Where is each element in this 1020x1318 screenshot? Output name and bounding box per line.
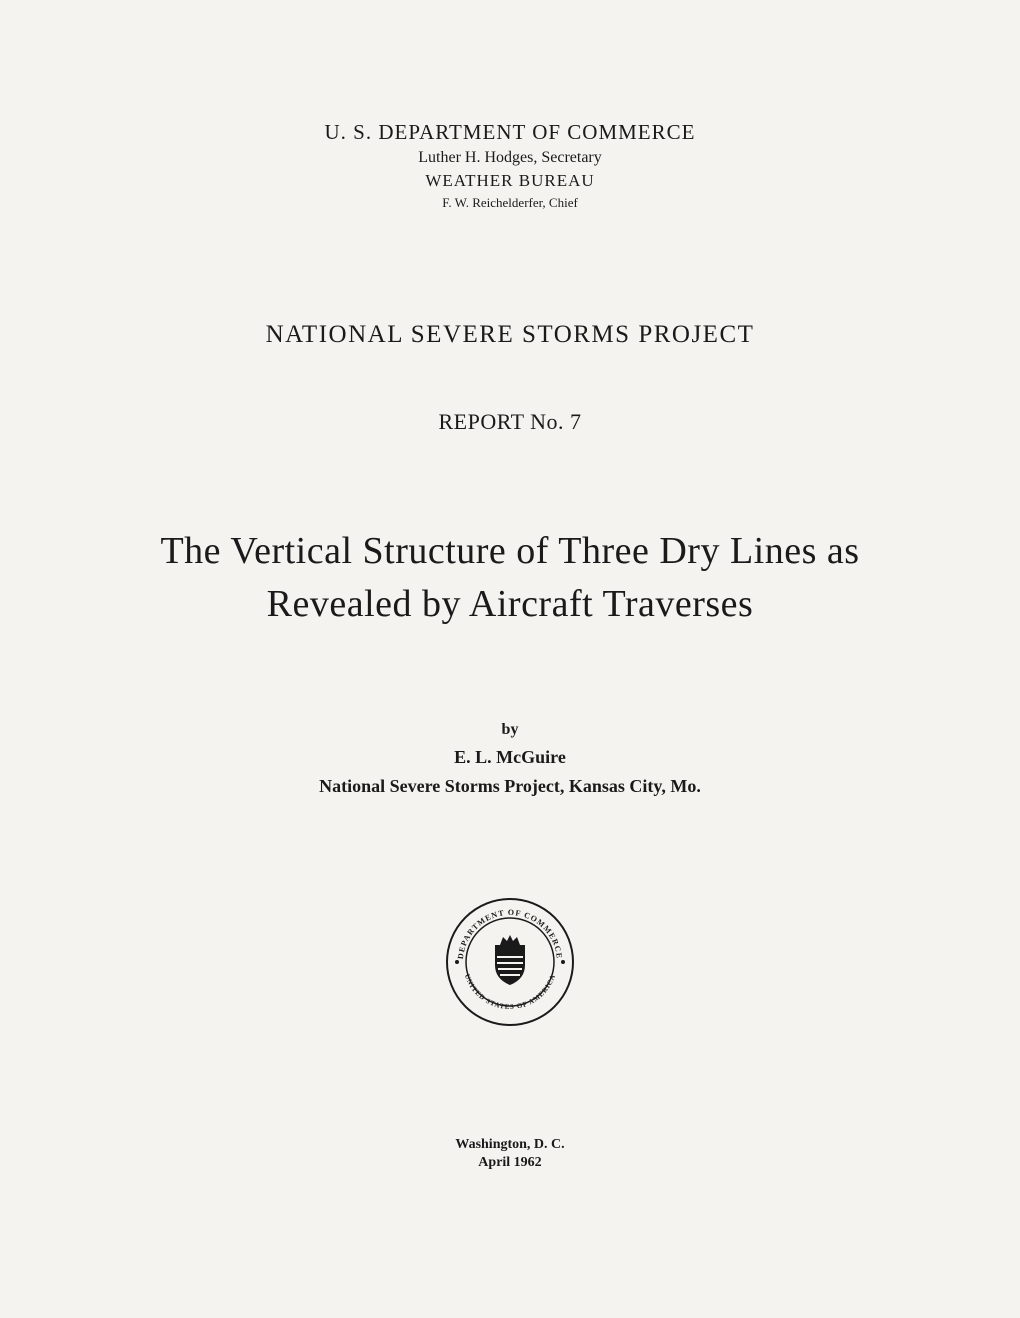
secretary-line: Luther H. Hodges, Secretary — [100, 149, 920, 167]
footer-block: Washington, D. C. April 1962 — [100, 1137, 920, 1171]
author-block: by E. L. McGuire National Severe Storms … — [100, 721, 920, 797]
seal-center-emblem — [495, 935, 525, 985]
by-label: by — [100, 721, 920, 739]
publication-location: Washington, D. C. — [100, 1137, 920, 1153]
chief-line: F. W. Reichelderfer, Chief — [100, 195, 920, 211]
publication-date: April 1962 — [100, 1155, 920, 1171]
bureau-line: WEATHER BUREAU — [100, 171, 920, 191]
main-title: The Vertical Structure of Three Dry Line… — [100, 525, 920, 631]
author-name: E. L. McGuire — [100, 747, 920, 768]
department-line: U. S. DEPARTMENT OF COMMERCE — [100, 120, 920, 145]
seal-container: DEPARTMENT OF COMMERCE UNITED STATES OF … — [100, 897, 920, 1027]
report-number: REPORT No. 7 — [100, 409, 920, 435]
project-title: NATIONAL SEVERE STORMS PROJECT — [100, 321, 920, 349]
header-block: U. S. DEPARTMENT OF COMMERCE Luther H. H… — [100, 120, 920, 211]
author-affiliation: National Severe Storms Project, Kansas C… — [100, 776, 920, 797]
commerce-seal-icon: DEPARTMENT OF COMMERCE UNITED STATES OF … — [445, 897, 575, 1027]
